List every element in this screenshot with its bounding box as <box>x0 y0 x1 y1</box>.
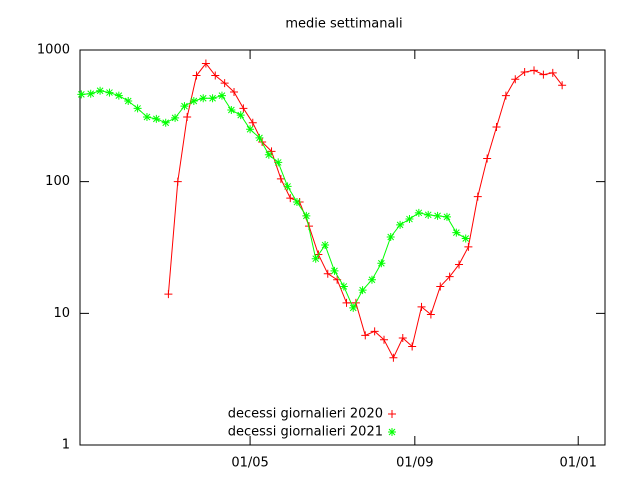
point <box>414 208 423 217</box>
point <box>330 266 339 275</box>
point <box>501 91 510 100</box>
y-tick-label: 1 <box>62 438 70 453</box>
point <box>424 210 433 219</box>
point <box>96 86 105 95</box>
point <box>386 232 395 241</box>
legend-marker <box>388 410 396 418</box>
point <box>217 91 226 100</box>
point <box>464 242 473 251</box>
point <box>171 113 180 122</box>
point <box>380 335 389 344</box>
point <box>436 282 445 291</box>
point <box>520 68 529 77</box>
plot-frame <box>79 49 606 446</box>
point <box>367 275 376 284</box>
point <box>246 125 255 134</box>
x-tick-label: 01/09 <box>396 456 433 471</box>
point <box>201 59 210 68</box>
point <box>548 68 557 77</box>
legend-label: decessi giornalieri 2020 <box>228 407 383 422</box>
point <box>230 87 239 96</box>
point <box>405 215 414 224</box>
point <box>239 104 248 113</box>
point <box>461 234 470 243</box>
point <box>323 269 332 278</box>
point <box>114 91 123 100</box>
point <box>199 94 208 103</box>
point <box>220 79 229 88</box>
point <box>105 88 114 97</box>
point <box>377 259 386 268</box>
series-line <box>81 90 466 310</box>
point <box>124 96 133 105</box>
point <box>396 220 405 229</box>
point <box>426 310 435 319</box>
point <box>164 290 173 299</box>
y-tick-label: 1000 <box>37 43 70 58</box>
point <box>276 174 285 183</box>
point <box>311 254 320 263</box>
point <box>142 112 151 121</box>
point <box>530 66 539 75</box>
point <box>274 158 283 167</box>
y-tick-label: 10 <box>53 306 70 321</box>
point <box>445 272 454 281</box>
point <box>339 282 348 291</box>
point <box>173 177 182 186</box>
point <box>483 154 492 163</box>
chart-title: medie settimanali <box>285 17 402 32</box>
point <box>161 118 170 127</box>
point <box>342 298 351 307</box>
point <box>398 333 407 342</box>
point <box>511 75 520 84</box>
legend-marker <box>388 428 396 436</box>
series-line <box>167 62 563 359</box>
point <box>321 241 330 250</box>
point <box>539 70 548 79</box>
point <box>452 228 461 237</box>
point <box>133 104 142 113</box>
point <box>302 211 311 220</box>
point <box>208 94 217 103</box>
point <box>77 90 86 99</box>
point <box>473 192 482 201</box>
point <box>286 194 295 203</box>
point <box>361 331 370 340</box>
point <box>370 327 379 336</box>
point <box>417 302 426 311</box>
point <box>211 71 220 80</box>
point <box>255 133 264 142</box>
y-tick-label: 100 <box>45 174 70 189</box>
point <box>283 182 292 191</box>
point <box>189 96 198 105</box>
point <box>442 212 451 221</box>
point <box>227 106 236 115</box>
point <box>264 150 273 159</box>
point <box>358 286 367 295</box>
point <box>152 114 161 123</box>
point <box>292 198 301 207</box>
x-tick-label: 01/05 <box>231 456 268 471</box>
legend-label: decessi giornalieri 2021 <box>228 425 383 440</box>
point <box>248 118 257 127</box>
point <box>408 342 417 351</box>
x-tick-label: 01/01 <box>559 456 596 471</box>
point <box>86 89 95 98</box>
point <box>192 71 201 80</box>
point <box>389 353 398 362</box>
point <box>183 112 192 121</box>
point <box>180 102 189 111</box>
point <box>236 111 245 120</box>
point <box>455 260 464 269</box>
point <box>558 81 567 90</box>
point <box>492 123 501 132</box>
point <box>433 211 442 220</box>
point <box>349 303 358 312</box>
